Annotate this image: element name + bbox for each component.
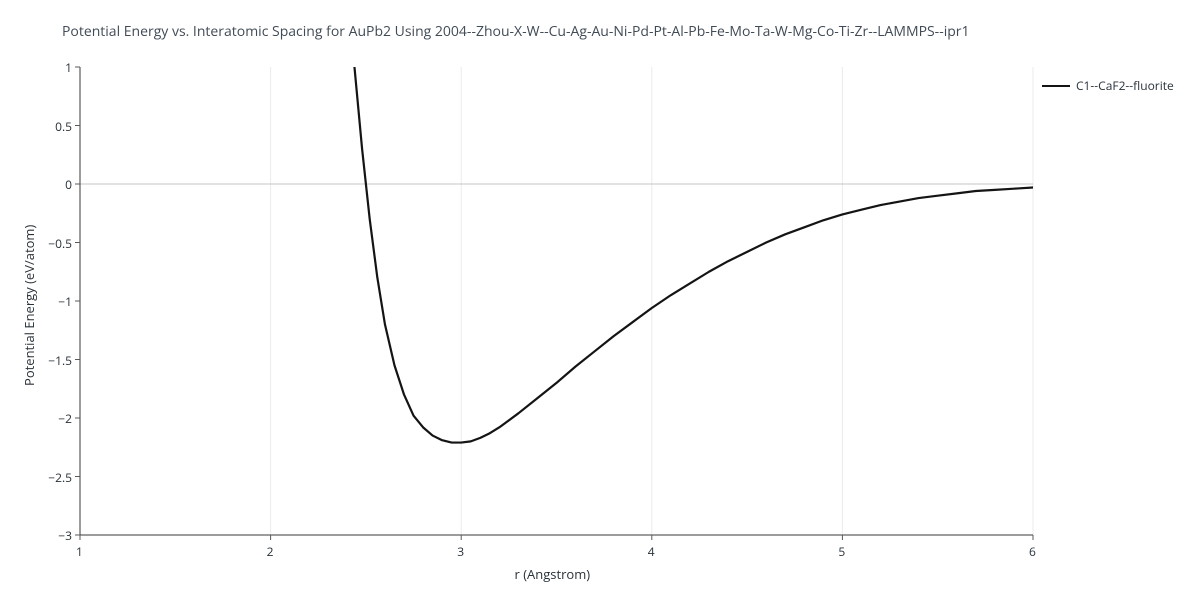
legend-label: C1--CaF2--fluorite: [1076, 77, 1174, 94]
y-tick-label: −2.5: [48, 469, 72, 486]
x-tick-label: 5: [838, 543, 845, 560]
series-line: [354, 67, 1033, 443]
y-tick-label: 0: [65, 176, 72, 193]
x-tick-label: 2: [267, 543, 274, 560]
y-tick-label: −0.5: [48, 235, 72, 252]
x-axis-label: r (Angstrom): [515, 565, 591, 583]
y-tick-label: −3: [58, 527, 72, 544]
x-tick-label: 4: [648, 543, 655, 560]
x-tick-label: 3: [457, 543, 464, 560]
y-axis-label: Potential Energy (eV/atom): [20, 225, 38, 386]
x-tick-label: 1: [76, 543, 83, 560]
y-tick-label: −2: [58, 410, 72, 427]
x-tick-label: 6: [1029, 543, 1036, 560]
y-tick-label: 1: [65, 59, 72, 76]
y-tick-label: −1: [58, 293, 72, 310]
chart-svg: [0, 0, 1200, 600]
y-tick-label: 0.5: [55, 118, 72, 135]
legend-line-icon: [1042, 85, 1070, 87]
y-tick-label: −1.5: [48, 352, 72, 369]
legend-item[interactable]: C1--CaF2--fluorite: [1042, 77, 1174, 94]
